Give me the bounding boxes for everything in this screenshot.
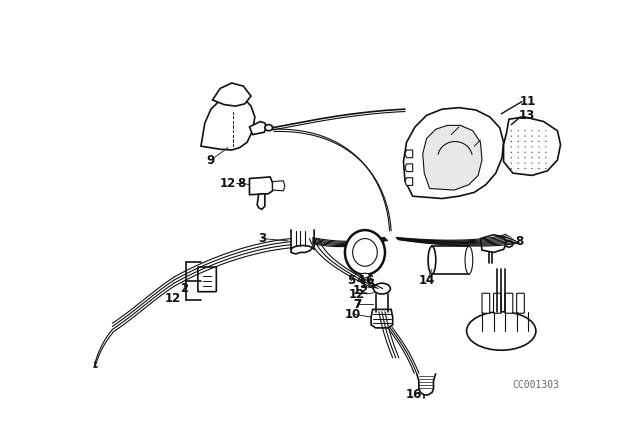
Ellipse shape	[511, 136, 512, 137]
Ellipse shape	[545, 152, 547, 153]
Ellipse shape	[511, 146, 512, 147]
Text: CC001303: CC001303	[513, 380, 559, 390]
Text: 6: 6	[365, 275, 374, 288]
Ellipse shape	[465, 246, 473, 274]
Ellipse shape	[345, 230, 385, 275]
Ellipse shape	[511, 168, 512, 169]
Polygon shape	[405, 150, 413, 158]
Ellipse shape	[518, 152, 519, 153]
Ellipse shape	[518, 168, 519, 169]
Text: 16: 16	[406, 388, 422, 401]
Polygon shape	[212, 83, 251, 106]
Text: 11: 11	[520, 95, 536, 108]
FancyBboxPatch shape	[505, 293, 513, 313]
Text: 5: 5	[347, 275, 355, 288]
Ellipse shape	[538, 152, 540, 153]
Text: 14: 14	[419, 275, 435, 288]
Ellipse shape	[265, 125, 273, 131]
Polygon shape	[481, 235, 507, 252]
Ellipse shape	[518, 141, 519, 142]
Ellipse shape	[538, 168, 540, 169]
FancyBboxPatch shape	[516, 293, 524, 313]
Ellipse shape	[518, 130, 519, 131]
Text: 12: 12	[220, 177, 236, 190]
Ellipse shape	[545, 136, 547, 137]
Text: 12: 12	[352, 284, 369, 297]
Ellipse shape	[353, 238, 378, 266]
Polygon shape	[250, 177, 273, 195]
Ellipse shape	[545, 141, 547, 142]
Ellipse shape	[511, 157, 512, 158]
Ellipse shape	[531, 157, 532, 158]
Ellipse shape	[428, 246, 436, 274]
Ellipse shape	[531, 130, 532, 131]
Ellipse shape	[518, 146, 519, 147]
Ellipse shape	[511, 152, 512, 153]
Ellipse shape	[531, 163, 532, 164]
FancyBboxPatch shape	[493, 293, 501, 313]
Text: 4: 4	[356, 275, 364, 288]
Ellipse shape	[545, 130, 547, 131]
Ellipse shape	[531, 141, 532, 142]
Ellipse shape	[538, 163, 540, 164]
Ellipse shape	[538, 136, 540, 137]
Ellipse shape	[538, 146, 540, 147]
Ellipse shape	[518, 163, 519, 164]
Text: 7: 7	[353, 297, 362, 310]
Ellipse shape	[545, 168, 547, 169]
Text: 9: 9	[207, 154, 215, 167]
Polygon shape	[504, 117, 561, 176]
Ellipse shape	[545, 163, 547, 164]
Ellipse shape	[467, 312, 536, 350]
Ellipse shape	[538, 157, 540, 158]
Text: 8: 8	[515, 235, 523, 248]
Polygon shape	[432, 246, 469, 274]
Text: 10: 10	[344, 307, 361, 320]
FancyBboxPatch shape	[198, 267, 216, 292]
Ellipse shape	[531, 146, 532, 147]
Text: 2: 2	[180, 282, 188, 295]
Text: 12: 12	[164, 292, 180, 305]
Text: 15: 15	[360, 278, 376, 291]
Polygon shape	[291, 229, 314, 254]
Polygon shape	[422, 125, 482, 190]
Ellipse shape	[531, 136, 532, 137]
Ellipse shape	[531, 168, 532, 169]
Polygon shape	[405, 164, 413, 172]
Ellipse shape	[545, 157, 547, 158]
Polygon shape	[273, 181, 285, 191]
Text: 8: 8	[237, 177, 246, 190]
Ellipse shape	[373, 283, 390, 294]
Ellipse shape	[505, 241, 513, 247]
Ellipse shape	[511, 163, 512, 164]
Polygon shape	[201, 96, 255, 150]
Ellipse shape	[360, 273, 369, 278]
Ellipse shape	[518, 136, 519, 137]
FancyBboxPatch shape	[482, 293, 490, 313]
Ellipse shape	[538, 130, 540, 131]
Polygon shape	[417, 373, 436, 395]
Ellipse shape	[518, 157, 519, 158]
Ellipse shape	[538, 141, 540, 142]
Polygon shape	[403, 108, 504, 198]
Polygon shape	[371, 310, 393, 328]
Ellipse shape	[531, 152, 532, 153]
Text: 3: 3	[259, 232, 267, 245]
Text: 7: 7	[353, 297, 362, 310]
Ellipse shape	[545, 146, 547, 147]
Ellipse shape	[511, 141, 512, 142]
Text: 13: 13	[518, 109, 535, 122]
Ellipse shape	[511, 130, 512, 131]
Text: 12: 12	[349, 288, 365, 301]
Polygon shape	[405, 178, 413, 185]
Polygon shape	[250, 121, 266, 134]
Polygon shape	[257, 194, 265, 209]
